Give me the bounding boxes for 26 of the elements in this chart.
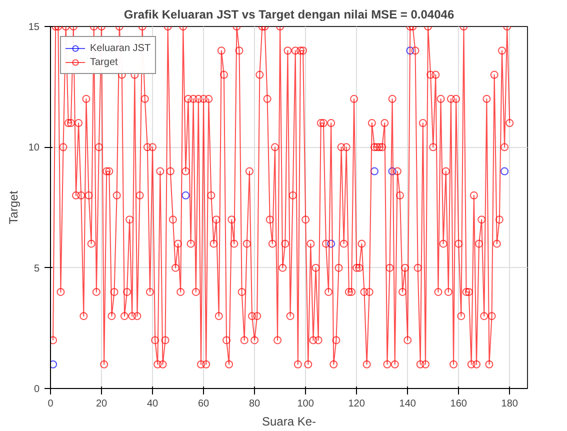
x-tick-label: 100 xyxy=(297,398,314,410)
x-tick-label: 40 xyxy=(146,398,159,410)
x-axis-title: Suara Ke- xyxy=(262,414,316,428)
x-tick-label: 60 xyxy=(198,398,210,410)
legend-label: Target xyxy=(90,56,118,68)
point xyxy=(50,360,58,368)
x-tick-label: 0 xyxy=(48,398,54,410)
x-tick-label: 20 xyxy=(96,398,108,410)
point xyxy=(182,191,190,200)
x-tick-label: 140 xyxy=(399,398,416,410)
x-tick-label: 180 xyxy=(501,398,518,410)
point xyxy=(327,240,336,248)
x-tick-label: 120 xyxy=(348,398,366,410)
y-tick-label: 10 xyxy=(28,142,40,154)
point xyxy=(388,167,396,176)
x-tick-label: 80 xyxy=(249,398,261,410)
x-tick-label: 160 xyxy=(450,398,468,410)
point xyxy=(500,167,509,176)
point xyxy=(406,46,414,55)
point xyxy=(370,167,378,176)
y-tick-label: 0 xyxy=(34,384,40,395)
legend-label: Keluaran JST xyxy=(90,42,151,54)
y-tick-label: 5 xyxy=(34,263,40,274)
y-axis-title: Target xyxy=(6,190,20,224)
y-tick-label: 15 xyxy=(28,22,40,33)
chart-title: Grafik Keluaran JST vs Target dengan nilai MSE = 0.04046 xyxy=(124,8,454,22)
